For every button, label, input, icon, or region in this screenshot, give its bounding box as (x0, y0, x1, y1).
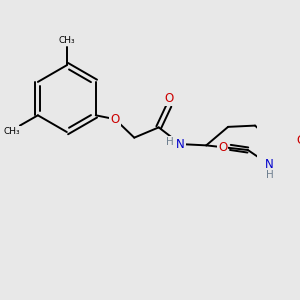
Text: O: O (296, 134, 300, 147)
Text: N: N (265, 158, 274, 171)
Text: N: N (176, 138, 185, 151)
Text: O: O (218, 141, 227, 154)
Text: H: H (266, 170, 274, 180)
Text: O: O (110, 113, 120, 126)
Text: CH₃: CH₃ (58, 36, 75, 45)
Text: CH₃: CH₃ (4, 127, 20, 136)
Text: O: O (164, 92, 174, 105)
Text: H: H (167, 136, 174, 146)
